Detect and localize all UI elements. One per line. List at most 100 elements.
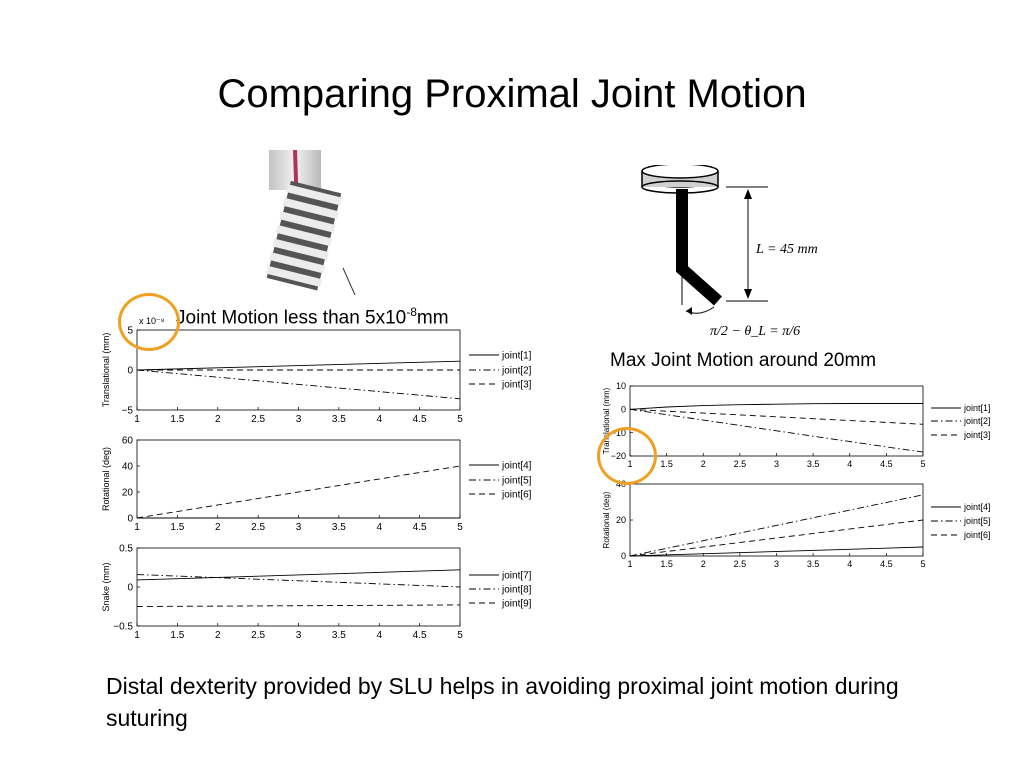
- x-tick-label: 1.5: [170, 630, 184, 641]
- chart-left-rotational: 1 1.5 2 2.5 3 3.5 4 4.5 5 0 20 40 60 Rotational (deg)…: [101, 436, 532, 534]
- chart-left-snake: 1 1.5 2 2.5 3 3.5 4 4.5 5 −0.5 0 0.5 Snake (mm) joint…: [101, 544, 532, 642]
- x-tick-label: 5: [457, 522, 463, 533]
- x-tick-label: 4: [376, 630, 382, 641]
- legend-label: joint[2]: [963, 416, 991, 426]
- x-tick-label: 1: [134, 630, 140, 641]
- x-tick-label: 2.5: [734, 559, 747, 569]
- legend-label: joint[3]: [963, 430, 991, 440]
- left-caption-main: Joint Motion less than 5x10: [176, 307, 407, 329]
- x-tick-label: 4.5: [880, 559, 893, 569]
- bottom-text: Distal dexterity provided by SLU helps i…: [106, 673, 899, 731]
- y-tick-label: 60: [122, 436, 134, 447]
- x-tick-label: 4: [847, 559, 852, 569]
- x-tick-label: 1: [134, 522, 140, 533]
- robot-photo: [265, 150, 356, 295]
- x-tick-label: 3.5: [807, 459, 820, 469]
- legend-label: joint[1]: [963, 403, 991, 413]
- x-tick-label: 1.5: [660, 459, 673, 469]
- left-caption-unit: mm: [416, 307, 449, 329]
- legend-label: joint[5]: [501, 476, 532, 487]
- y-tick-label: 0: [127, 583, 133, 594]
- y-tick-label: 20: [616, 515, 626, 525]
- x-tick-label: 4.5: [413, 630, 427, 641]
- series-line-joint8: [136, 574, 461, 588]
- x-tick-label: 3: [774, 559, 779, 569]
- legend-label: joint[1]: [501, 351, 532, 362]
- x-tick-label: 2: [701, 559, 706, 569]
- legend-label: joint[4]: [963, 502, 991, 512]
- x-tick-label: 3: [296, 630, 302, 641]
- series-line-joint5: [629, 494, 924, 557]
- y-tick-label: 0.5: [119, 544, 133, 555]
- x-tick-label: 3: [774, 459, 779, 469]
- plot-frame: [629, 483, 924, 557]
- y-tick-label: 0: [127, 514, 133, 525]
- y-tick-label: 40: [122, 462, 134, 473]
- x-tick-label: 3.5: [332, 630, 346, 641]
- y-tick-label: 10: [616, 381, 626, 391]
- x-tick-label: 2.5: [251, 630, 265, 641]
- x-tick-label: 4.5: [880, 459, 893, 469]
- y-axis-label: Translational (mm): [602, 387, 611, 454]
- length-label: L = 45 mm: [755, 242, 818, 257]
- legend-label: joint[3]: [501, 380, 532, 391]
- x-tick-label: 2.5: [734, 459, 747, 469]
- left-caption: Joint Motion less than 5x10-8mm: [176, 305, 449, 329]
- right-caption: Max Joint Motion around 20mm: [610, 350, 877, 371]
- legend-label: joint[2]: [501, 366, 532, 377]
- y-axis-label: Snake (mm): [101, 562, 111, 611]
- y-tick-label: −0.5: [113, 622, 133, 633]
- x-tick-label: 4: [376, 522, 382, 533]
- series-line-joint2: [136, 369, 461, 400]
- x-tick-label: 3.5: [332, 522, 346, 533]
- x-tick-label: 3: [296, 522, 302, 533]
- legend-label: joint[7]: [501, 571, 532, 582]
- x-tick-label: 4.5: [413, 414, 427, 425]
- series-line-joint1: [629, 403, 923, 410]
- y-axis-label: Rotational (deg): [101, 447, 111, 511]
- legend-label: joint[6]: [963, 530, 991, 540]
- x-tick-label: 2: [215, 630, 221, 641]
- link-diagram: L = 45 mm π/2 − θ_L = π/6: [641, 165, 818, 339]
- x-tick-label: 1: [627, 559, 632, 569]
- x-tick-label: 2: [215, 414, 221, 425]
- plot-frame: [136, 547, 461, 627]
- plot-group: 1 1.5 2 2.5 3 3.5 4 4.5 5−20−10010Translational …: [602, 381, 991, 469]
- x-tick-label: 2.5: [251, 414, 265, 425]
- legend-label: joint[4]: [501, 461, 532, 472]
- legend-label: joint[8]: [501, 585, 532, 596]
- y-tick-label: 0: [127, 366, 133, 377]
- y-tick-label: 20: [122, 488, 134, 499]
- x-tick-label: 1: [134, 414, 140, 425]
- series-line-joint2: [629, 408, 924, 453]
- x-tick-label: 4: [376, 414, 382, 425]
- highlight-circle-right: [597, 427, 657, 485]
- y-axis-label: Translational (mm): [101, 333, 111, 408]
- x-tick-label: 3.5: [332, 414, 346, 425]
- slide-title: Comparing Proximal Joint Motion: [217, 72, 807, 116]
- plot-frame: [136, 439, 461, 519]
- highlight-circle-left: [118, 293, 180, 351]
- legend-label: joint[9]: [501, 599, 532, 610]
- x-tick-label: 4: [847, 459, 852, 469]
- x-tick-label: 2: [701, 459, 706, 469]
- x-tick-label: 5: [920, 559, 925, 569]
- y-axis-label: Rotational (deg): [602, 491, 611, 548]
- x-tick-label: 2: [215, 522, 221, 533]
- series-line-joint9: [136, 604, 461, 607]
- y-tick-label: 0: [621, 551, 626, 561]
- x-tick-label: 4.5: [413, 522, 427, 533]
- angle-label: π/2 − θ_L = π/6: [710, 324, 800, 339]
- legend-label: joint[6]: [501, 490, 532, 501]
- x-tick-label: 5: [457, 630, 463, 641]
- legend-label: joint[5]: [963, 516, 991, 526]
- x-tick-label: 1.5: [170, 522, 184, 533]
- x-tick-label: 2.5: [251, 522, 265, 533]
- left-caption-sup: -8: [406, 305, 417, 319]
- x-tick-label: 1.5: [170, 414, 184, 425]
- x-tick-label: 3.5: [807, 559, 820, 569]
